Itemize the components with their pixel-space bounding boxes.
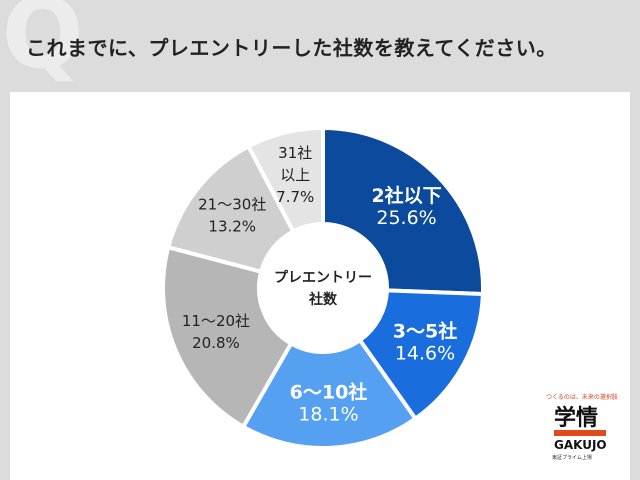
slice-label-group-4: 21～30社 13.2%: [198, 195, 266, 235]
logo-subtitle: 東証プライム上場: [552, 455, 592, 461]
slice-2: [240, 337, 419, 450]
slice-3: [161, 244, 294, 430]
slice-5: [245, 125, 325, 235]
slice-label-3: 11～20社: [182, 312, 250, 330]
logo-wordmark: 学情: [554, 406, 599, 431]
slice-value-0: 25.6%: [376, 207, 436, 229]
logo-tagline: つくるのは、未来の選択肢: [546, 394, 618, 401]
logo-bar: [554, 430, 606, 436]
gakujo-logo: つくるのは、未来の選択肢 学情 GAKUJO 東証プライム上場: [540, 390, 622, 470]
slice-label-5: 以上: [280, 166, 310, 184]
slice-value-2: 18.1%: [298, 403, 358, 425]
slice-value-4: 13.2%: [208, 217, 256, 235]
slice-label-5: 31社: [278, 144, 312, 162]
slice-label-2: 6～10社: [290, 380, 368, 403]
chart-panel: 2社以下 25.6% 3～5社 14.6% 6～10社 18.1% 11～20社 20.8% 2…: [10, 92, 630, 480]
center-label-0: プレエントリー: [274, 270, 372, 286]
center-label-1: 社数: [308, 291, 338, 308]
slice-label-0: 2社以下: [371, 184, 441, 207]
slice-value-1: 14.6%: [395, 343, 455, 365]
logo-english: GAKUJO: [554, 438, 607, 452]
slice-value-5: 7.7%: [276, 188, 314, 206]
slice-label-group-3: 11～20社 20.8%: [182, 312, 250, 352]
slice-4: [165, 143, 296, 275]
slice-0: [321, 125, 485, 297]
q-mark: Q: [2, 0, 84, 90]
slice-1: [357, 288, 485, 422]
question-title: これまでに、プレエントリーした社数を教えてください。: [26, 36, 557, 60]
slice-value-3: 20.8%: [192, 334, 240, 352]
slice-label-4: 21～30社: [198, 195, 266, 213]
slice-label-1: 3～5社: [393, 320, 457, 343]
